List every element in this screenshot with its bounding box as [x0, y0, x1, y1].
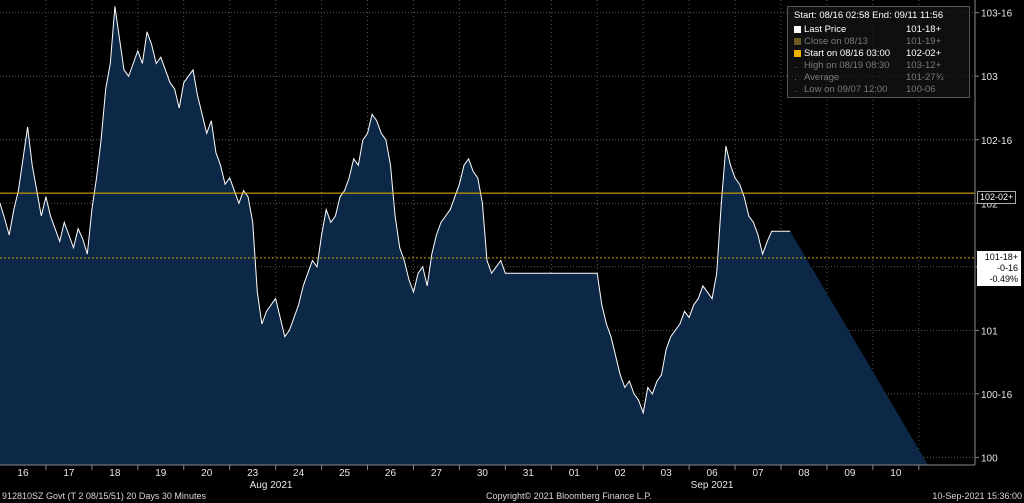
timestamp-label: 10-Sep-2021 15:36:00 [932, 491, 1022, 501]
legend-label: Last Price [804, 24, 847, 35]
x-tick-label: 31 [523, 468, 535, 479]
start-value: 102-02+ [980, 192, 1014, 202]
y-tick-label: 103-16 [981, 9, 1013, 20]
legend-label: Average [804, 72, 840, 83]
change-value: -0-16 [996, 263, 1018, 273]
start-value-tag: 102-02+ [977, 191, 1017, 204]
legend-row: · High on 08/19 08:30 103-12+ [794, 60, 964, 73]
legend-row: · Average 101-27¾ [794, 72, 964, 85]
legend-label: Start on 08/16 03:00 [804, 48, 891, 59]
legend-row: Last Price 101-18+ [794, 24, 964, 35]
last-value-tag: 101-18+ -0-16 -0.49% [977, 251, 1021, 286]
legend-row: Start on 08/16 03:00 102-02+ [794, 48, 964, 59]
month-label: Aug 2021 [250, 480, 293, 491]
legend-swatch [794, 37, 801, 45]
legend-header: Start: 08/16 02:58 End: 09/11 11:56 [794, 10, 944, 21]
x-tick-label: 19 [155, 468, 167, 479]
legend-swatch: · [794, 61, 798, 73]
legend-row: · Low on 09/07 12:00 100-06 [794, 84, 964, 97]
legend-value: 101-19+ [906, 36, 942, 47]
x-tick-label: 02 [615, 468, 627, 479]
x-tick-label: 01 [569, 468, 581, 479]
x-tick-label: 06 [707, 468, 719, 479]
legend-row: Close on 08/13 101-19+ [794, 36, 964, 47]
y-tick-label: 102-16 [981, 136, 1013, 147]
y-tick-label: 100-16 [981, 390, 1013, 401]
x-tick-label: 26 [385, 468, 397, 479]
legend-value: 102-02+ [906, 48, 942, 59]
legend-value: 101-18+ [906, 24, 942, 35]
x-tick-label: 10 [890, 468, 902, 479]
change-percent: -0.49% [989, 274, 1018, 284]
x-tick-label: 27 [431, 468, 443, 479]
copyright-label: Copyright© 2021 Bloomberg Finance L.P. [486, 491, 652, 501]
legend-label: Close on 08/13 [804, 36, 868, 47]
legend-value: 103-12+ [906, 60, 942, 71]
reference-lines [0, 192, 975, 259]
y-tick-label: 102 [981, 199, 998, 210]
x-tick-label: 03 [661, 468, 673, 479]
x-tick-label: 07 [752, 468, 764, 479]
x-tick-label: 24 [293, 468, 305, 479]
legend-swatch [794, 49, 801, 57]
x-tick-label: 17 [63, 468, 75, 479]
legend-swatch: · [794, 85, 798, 97]
x-tick-label: 20 [201, 468, 213, 479]
legend-label: Low on 09/07 12:00 [804, 84, 888, 95]
x-tick-label: 18 [109, 468, 121, 479]
legend-value: 100-06 [906, 84, 936, 95]
legend-swatch: · [794, 73, 798, 85]
x-tick-label: 25 [339, 468, 351, 479]
y-tick-label: 100 [981, 453, 998, 464]
x-tick-label: 30 [477, 468, 489, 479]
x-tick-label: 16 [17, 468, 29, 479]
y-tick-label: 103 [981, 72, 998, 83]
legend-label: High on 08/19 08:30 [804, 60, 890, 71]
last-value: 101-18+ [984, 252, 1018, 262]
y-tick-label: 101 [981, 326, 998, 337]
price-area [0, 6, 928, 466]
legend-value: 101-27¾ [906, 72, 944, 83]
x-tick-label: 09 [844, 468, 856, 479]
x-tick-label: 08 [798, 468, 810, 479]
legend-swatch [794, 25, 801, 33]
legend-box: Start: 08/16 02:58 End: 09/11 11:56 Last… [787, 6, 970, 98]
month-label: Sep 2021 [691, 480, 734, 491]
price-line [0, 6, 791, 415]
ticker-label: 912810SZ Govt (T 2 08/15/51) 20 Days 30 … [2, 491, 206, 501]
x-axis: 16 17 18 19 20 23 24 25 26 27 30 31 01 02 03 06 07 08 09 10… [17, 465, 920, 491]
x-tick-label: 23 [247, 468, 259, 479]
